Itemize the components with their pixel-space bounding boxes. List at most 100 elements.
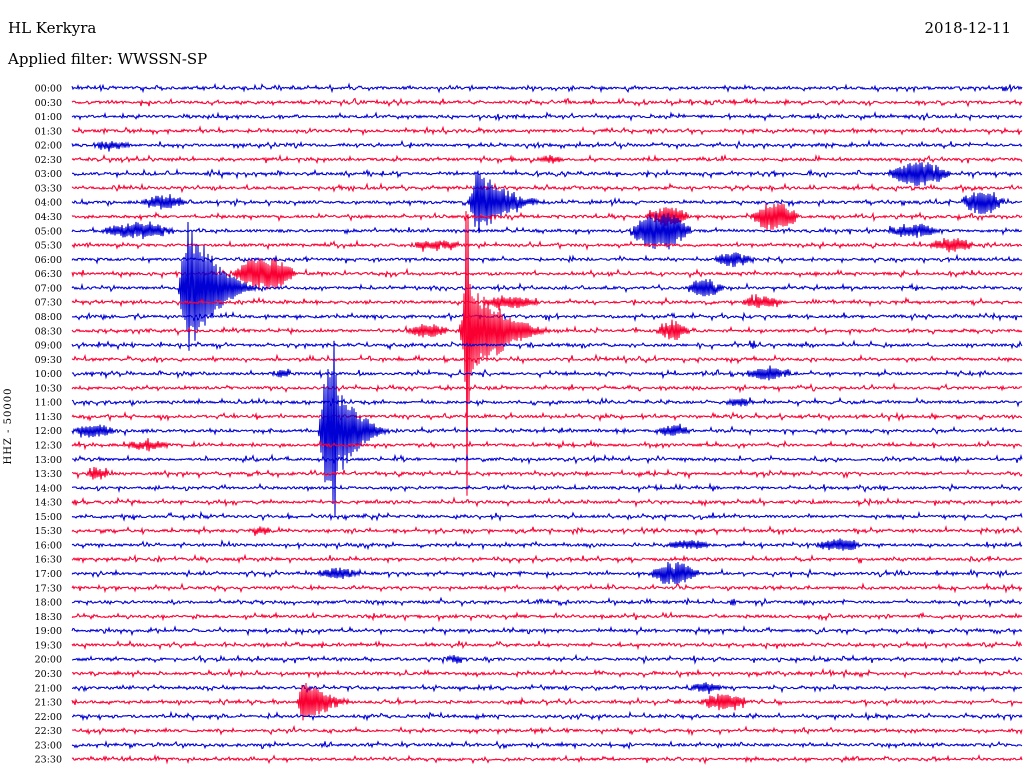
trace-row-1030 (71, 382, 1022, 394)
row-label: 10:30 (35, 383, 62, 394)
row-label: 18:00 (35, 598, 62, 609)
trace-row-0000 (71, 82, 1023, 94)
row-label: 10:00 (35, 369, 62, 380)
y-axis-label: HHZ - 50000 (3, 388, 14, 465)
row-label: 13:30 (35, 469, 62, 480)
trace-row-1300 (72, 453, 1023, 465)
row-label: 02:30 (35, 155, 62, 166)
trace-row-1700 (71, 561, 1023, 586)
date-label: 2018-12-11 (924, 19, 1011, 37)
trace-row-1500 (71, 510, 1023, 522)
row-label: 01:00 (35, 112, 62, 123)
trace-row-1730 (71, 582, 1023, 594)
trace-row-0900 (71, 339, 1023, 351)
row-label: 13:00 (35, 455, 62, 466)
row-label: 16:00 (35, 541, 62, 552)
row-label: 02:00 (35, 141, 62, 152)
trace-row-0430 (71, 203, 1023, 231)
row-label: 15:30 (35, 526, 62, 537)
row-label: 17:30 (35, 583, 62, 594)
trace-row-2130 (71, 682, 1023, 721)
row-label: 00:00 (35, 84, 62, 95)
trace-row-0330 (71, 182, 1023, 194)
row-label: 04:30 (35, 212, 62, 223)
row-label: 19:30 (35, 640, 62, 651)
trace-row-0230 (71, 153, 1023, 165)
trace-row-0200 (71, 139, 1023, 152)
row-label: 21:00 (35, 683, 62, 694)
trace-row-1600 (71, 538, 1023, 551)
row-label: 01:30 (35, 126, 62, 137)
row-label: 17:00 (35, 569, 62, 580)
trace-row-0930 (71, 353, 1023, 365)
row-label: 21:30 (35, 698, 62, 709)
row-label: 16:30 (35, 555, 62, 566)
row-label: 20:30 (35, 669, 62, 680)
trace-row-0600 (71, 252, 1023, 268)
row-label: 14:30 (35, 498, 62, 509)
trace-row-0800 (71, 310, 1023, 323)
trace-row-1830 (71, 611, 1023, 623)
trace-row-0700 (71, 221, 1023, 351)
row-label: 03:30 (35, 184, 62, 195)
station-title: HL Kerkyra (8, 19, 97, 37)
row-label: 09:00 (35, 341, 62, 352)
trace-row-0530 (71, 238, 1023, 253)
row-label: 07:00 (35, 283, 62, 294)
row-label: 09:30 (35, 355, 62, 366)
trace-row-1530 (71, 525, 1023, 536)
trace-row-0300 (71, 162, 1023, 187)
trace-row-2000 (71, 653, 1023, 665)
row-label: 12:00 (35, 426, 62, 437)
trace-row-0500 (71, 213, 1023, 250)
trace-row-2230 (71, 724, 1023, 737)
trace-row-0030 (71, 97, 1023, 108)
row-label: 22:30 (35, 726, 62, 737)
trace-row-0130 (71, 125, 1023, 137)
trace-row-1130 (71, 411, 1022, 423)
row-label: 08:00 (35, 312, 62, 323)
row-label: 11:30 (35, 412, 62, 423)
trace-row-1800 (71, 596, 1023, 608)
trace-row-1630 (71, 553, 1023, 565)
trace-row-1230 (71, 438, 1023, 452)
trace-row-0730 (71, 294, 1023, 311)
trace-row-2330 (71, 753, 1023, 765)
trace-row-1100 (71, 396, 1023, 408)
trace-row-2300 (71, 740, 1023, 750)
row-label: 12:30 (35, 441, 62, 452)
row-label: 18:30 (35, 612, 62, 623)
trace-row-1330 (71, 467, 1023, 480)
row-label: 00:30 (35, 98, 62, 109)
row-label: 14:00 (35, 483, 62, 494)
trace-row-2200 (72, 710, 1023, 722)
row-label: 05:30 (35, 241, 62, 252)
row-label: 06:30 (35, 269, 62, 280)
trace-row-2100 (71, 682, 1023, 695)
row-label: 23:30 (35, 755, 62, 766)
row-label: 07:30 (35, 298, 62, 309)
row-label: 20:00 (35, 655, 62, 666)
row-label: 23:00 (35, 740, 62, 751)
trace-row-1000 (71, 365, 1023, 381)
trace-row-1930 (71, 639, 1023, 651)
trace-row-0100 (71, 110, 1023, 122)
trace-row-1430 (71, 496, 1023, 508)
trace-row-1200 (71, 340, 1023, 518)
row-label: 15:00 (35, 512, 62, 523)
trace-row-0630 (71, 257, 1023, 291)
row-label: 04:00 (35, 198, 62, 209)
trace-row-0400 (71, 170, 1023, 234)
trace-row-0830 (71, 211, 1023, 496)
row-label: 08:30 (35, 326, 62, 337)
trace-row-1400 (71, 482, 1023, 494)
trace-row-1900 (71, 625, 1023, 637)
row-label: 06:00 (35, 255, 62, 266)
row-label: 19:00 (35, 626, 62, 637)
trace-row-2030 (71, 667, 1023, 679)
applied-filter-label: Applied filter: WWSSN-SP (8, 50, 208, 68)
row-label: 11:00 (35, 398, 62, 409)
row-label: 22:00 (35, 712, 62, 723)
